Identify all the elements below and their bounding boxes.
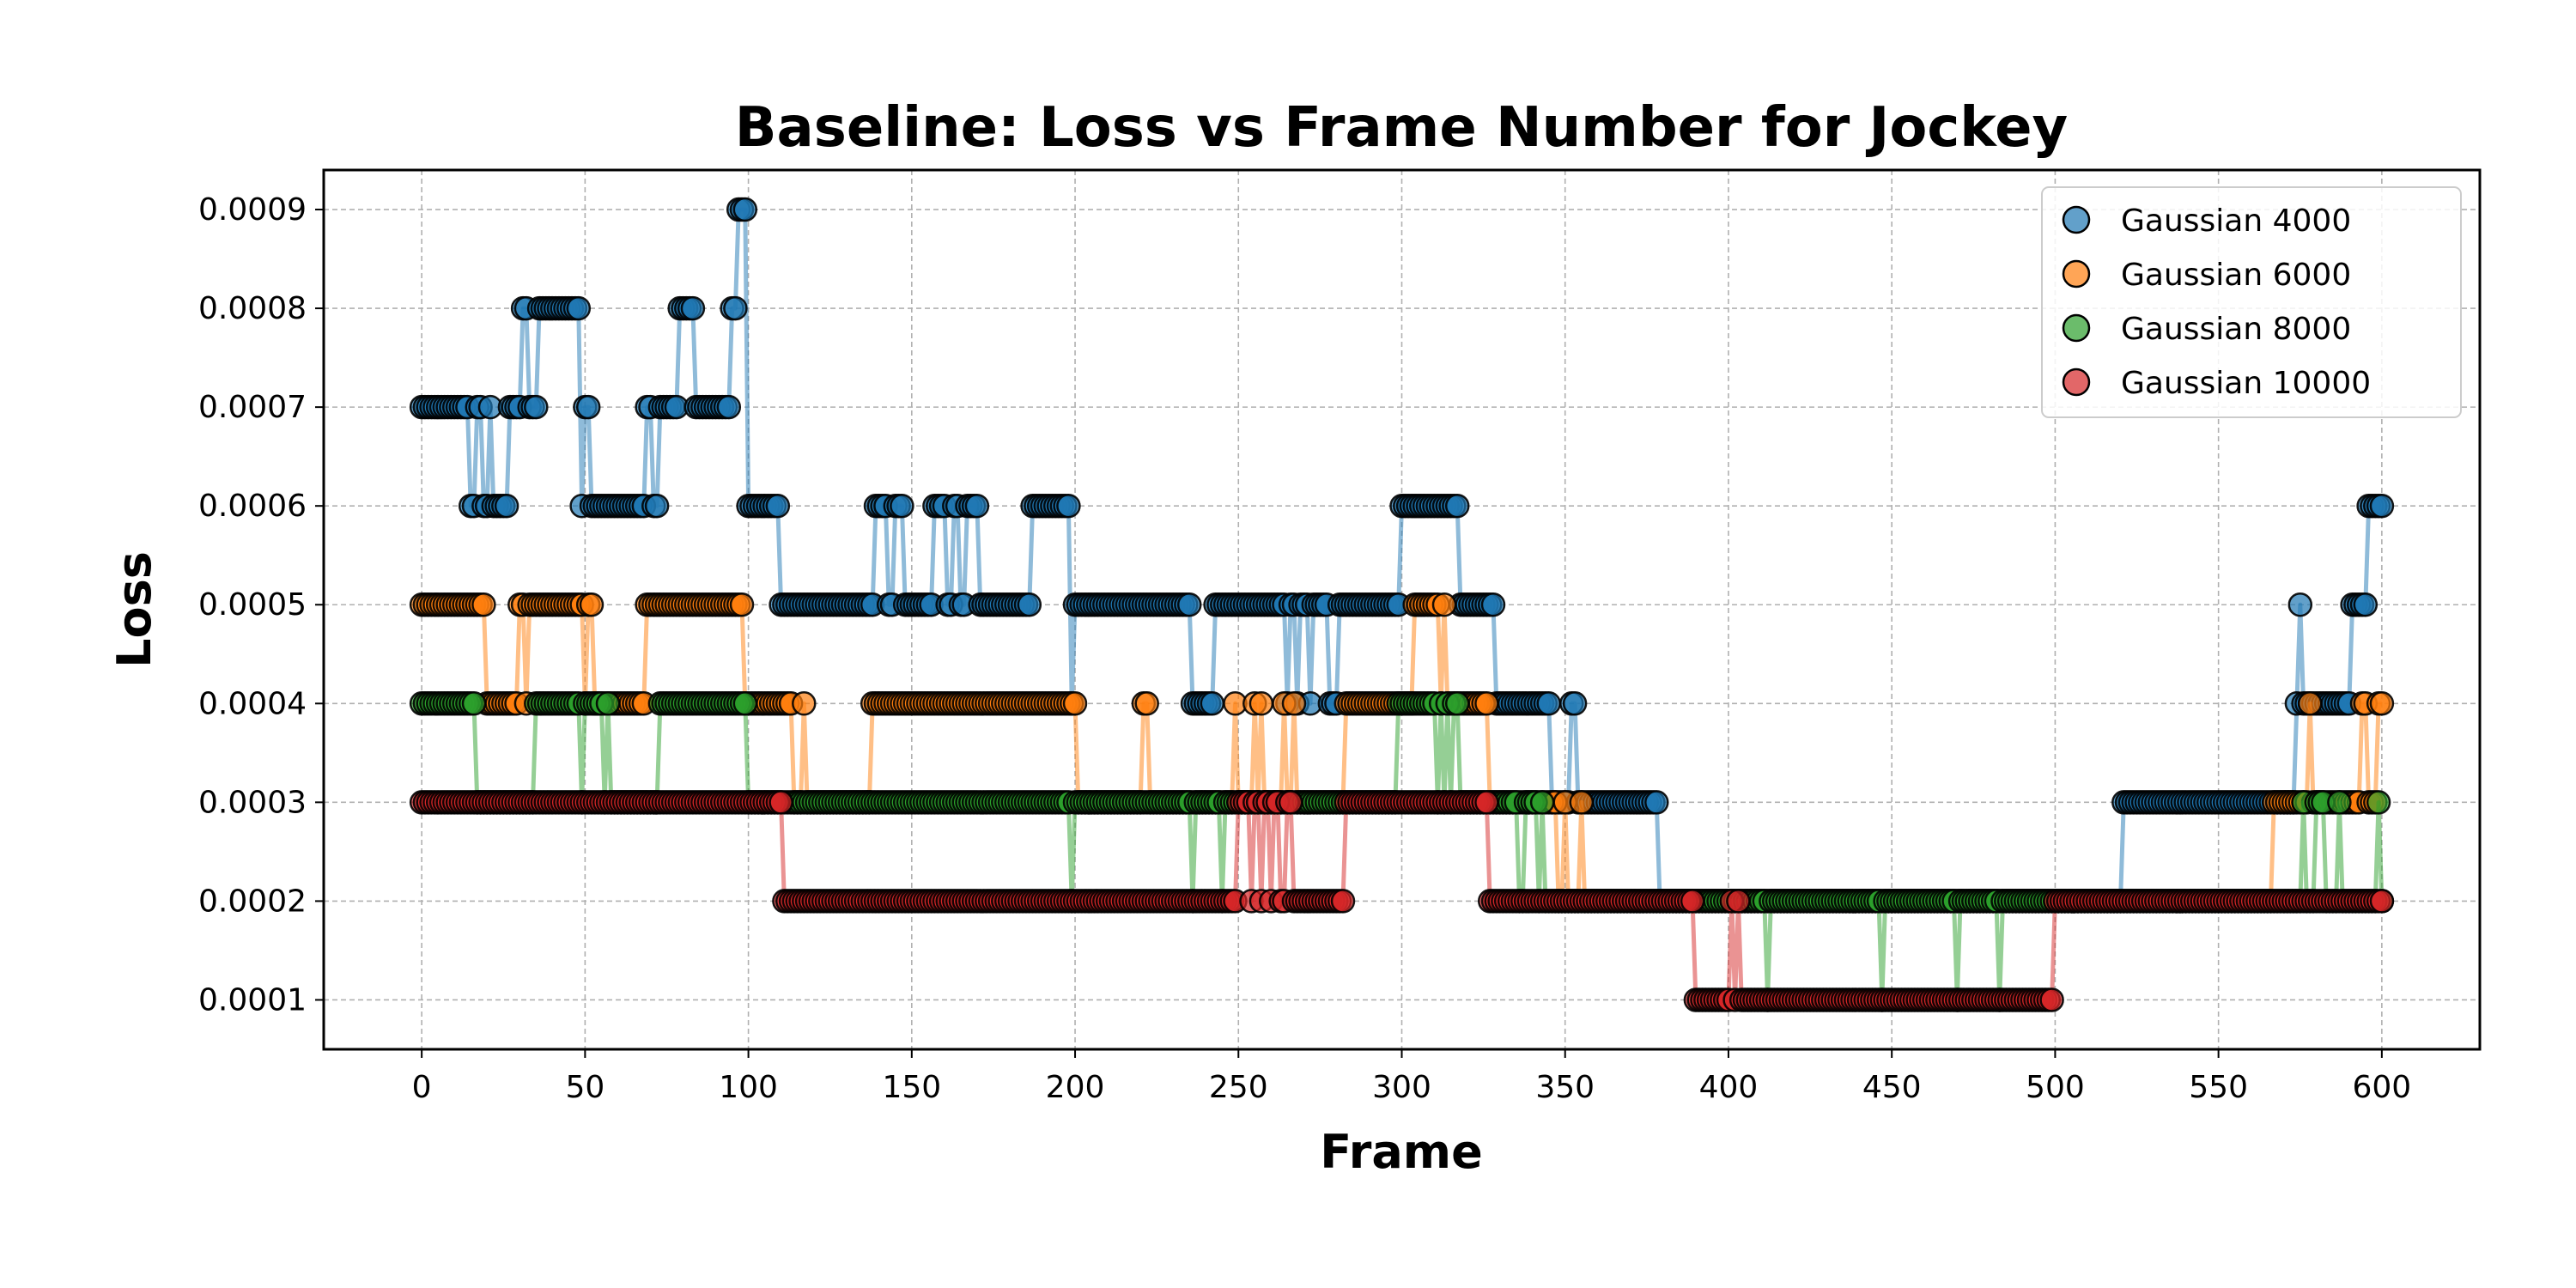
data-point	[644, 493, 670, 519]
data-point	[765, 493, 791, 519]
y-tick-label: 0.0003	[198, 785, 307, 820]
x-tick-label: 200	[1046, 1070, 1105, 1105]
y-tick-label: 0.0009	[198, 192, 307, 228]
y-tick-label: 0.0008	[198, 291, 307, 326]
y-tick-label: 0.0002	[198, 884, 307, 919]
data-point	[1176, 592, 1202, 617]
y-tick-label: 0.0007	[198, 390, 307, 425]
legend-marker	[2062, 259, 2091, 289]
data-point	[716, 394, 742, 420]
legend-label: Gaussian 8000	[2121, 312, 2351, 347]
x-tick-label: 600	[2353, 1070, 2412, 1105]
chart-title: Baseline: Loss vs Frame Number for Jocke…	[735, 96, 2068, 160]
data-point	[575, 394, 601, 420]
x-tick-label: 400	[1699, 1070, 1759, 1105]
data-point	[1444, 691, 1470, 716]
data-point	[461, 691, 487, 716]
data-point	[732, 691, 758, 716]
data-point	[579, 592, 605, 617]
data-point	[1134, 691, 1159, 716]
y-tick-label: 0.0006	[198, 489, 307, 524]
data-point	[1474, 691, 1499, 716]
data-point	[1444, 493, 1470, 519]
data-point	[1480, 592, 1506, 617]
data-point	[732, 197, 758, 222]
data-point	[964, 493, 990, 519]
data-point	[1017, 592, 1042, 617]
data-point	[1281, 691, 1307, 716]
x-axis-title: Frame	[1320, 1125, 1482, 1179]
data-point	[1644, 790, 1669, 815]
data-point	[1569, 790, 1595, 815]
x-tick-label: 500	[2026, 1070, 2085, 1105]
data-point	[2327, 790, 2352, 815]
data-point	[680, 295, 706, 321]
data-point	[2369, 889, 2395, 914]
data-point	[1200, 691, 1225, 716]
legend-label: Gaussian 10000	[2121, 366, 2371, 401]
legend-marker	[2062, 313, 2091, 343]
y-tick-label: 0.0004	[198, 686, 307, 721]
x-tick-label: 250	[1209, 1070, 1268, 1105]
data-point	[1529, 790, 1555, 815]
x-tick-label: 50	[565, 1070, 605, 1105]
data-point	[890, 493, 914, 519]
y-tick-label: 0.0005	[198, 587, 307, 623]
data-point	[1062, 691, 1088, 716]
x-tick-label: 100	[719, 1070, 778, 1105]
data-point	[729, 592, 755, 617]
data-point	[1278, 790, 1303, 815]
data-point	[2369, 493, 2395, 519]
legend-label: Gaussian 6000	[2121, 258, 2351, 293]
data-point	[1474, 790, 1499, 815]
data-point	[2287, 592, 2313, 617]
data-point	[2297, 691, 2323, 716]
legend: Gaussian 4000 Gaussian 6000 Gaussian 8000 G…	[2041, 186, 2462, 418]
x-tick-label: 300	[1372, 1070, 1431, 1105]
data-point	[1056, 493, 1081, 519]
data-point	[471, 592, 496, 617]
data-point	[1330, 889, 1356, 914]
data-point	[566, 295, 592, 321]
data-point	[792, 691, 817, 716]
legend-marker	[2062, 205, 2091, 234]
data-point	[1536, 691, 1561, 716]
data-point	[595, 691, 621, 716]
series-gaussian-10000	[409, 790, 2395, 1012]
data-point	[1680, 889, 1705, 914]
data-point	[2366, 790, 2391, 815]
data-point	[1562, 691, 1588, 716]
legend-marker	[2062, 368, 2091, 397]
data-point	[769, 790, 793, 815]
legend-box	[2041, 186, 2462, 418]
x-tick-label: 0	[412, 1070, 432, 1105]
data-point	[1726, 889, 1751, 914]
x-tick-label: 550	[2189, 1070, 2248, 1105]
x-tick-label: 450	[1862, 1070, 1922, 1105]
data-point	[524, 394, 549, 420]
data-point	[2039, 987, 2064, 1012]
axis-ticks: 0 50 100 150 200 250 300 350 400 450 500 550 600 0.00…	[198, 192, 2411, 1105]
data-point	[1431, 592, 1457, 617]
y-axis-title: Loss	[107, 551, 161, 668]
y-tick-label: 0.0001	[198, 982, 307, 1018]
legend-label: Gaussian 4000	[2121, 204, 2351, 239]
plot-area	[409, 197, 2395, 1012]
data-point	[2353, 592, 2379, 617]
x-tick-label: 350	[1535, 1070, 1595, 1105]
x-tick-label: 150	[882, 1070, 941, 1105]
data-point	[494, 493, 519, 519]
data-point	[723, 295, 748, 321]
data-point	[2369, 691, 2395, 716]
data-point	[1249, 691, 1274, 716]
